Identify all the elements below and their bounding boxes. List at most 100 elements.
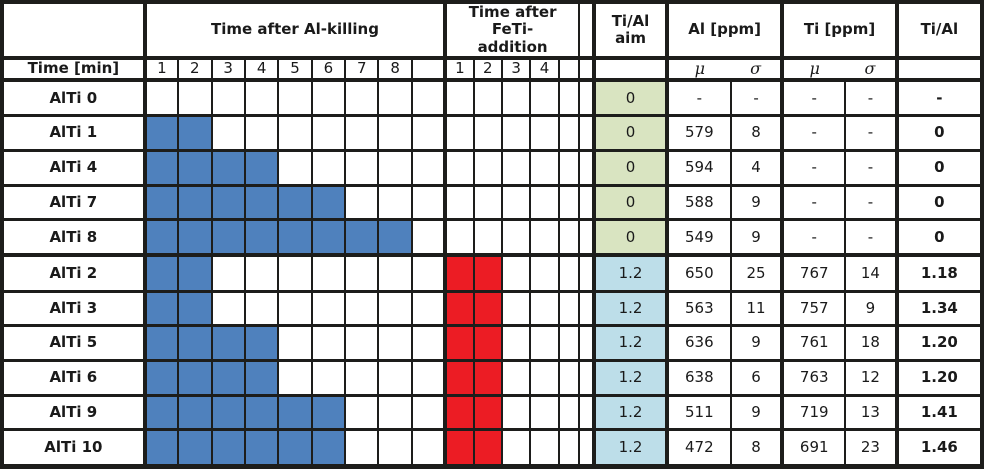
al-killing-cell-7	[344, 78, 380, 118]
spacer-cell	[577, 253, 596, 293]
ti-sigma-header: σ	[845, 56, 898, 83]
al-sigma-value: 9	[729, 183, 784, 222]
al-killing-cell-4	[243, 114, 280, 152]
al-killing-cell-4	[243, 148, 280, 187]
tial-value: 0	[894, 114, 984, 152]
spacer-cell	[410, 56, 447, 83]
ti-ppm-group-header: Ti [ppm]	[780, 0, 898, 60]
al-killing-cell-1	[142, 393, 180, 432]
spacer-cell	[577, 289, 596, 328]
al-mu-value: -	[664, 78, 732, 118]
spacer-cell	[410, 114, 447, 152]
feti-addition-cell-2	[472, 218, 503, 257]
tial-aim-value: 0	[592, 218, 668, 257]
al-killing-cell-5	[277, 393, 313, 432]
feti-addition-cell-4	[529, 78, 560, 118]
al-killing-cell-8	[377, 78, 413, 118]
al-killing-cell-4	[243, 218, 280, 257]
al-mu-value: 511	[664, 393, 732, 432]
al-ppm-group-header: Al [ppm]	[664, 0, 784, 60]
spacer-cell	[557, 358, 580, 397]
feti-addition-cell-3	[500, 218, 532, 257]
feti-addition-cell-4	[529, 148, 560, 187]
feti-addition-cell-3	[500, 148, 532, 187]
feti-addition-cell-1	[443, 148, 475, 187]
feti-addition-cell-3	[500, 358, 532, 397]
table-row: AlTi 7 0 588 9- -0	[1, 183, 984, 222]
al-mu-value: 549	[664, 218, 732, 257]
al-killing-cell-5	[277, 114, 313, 152]
feti-addition-cell-2	[472, 78, 503, 118]
feti-addition-cell-4	[529, 393, 560, 432]
al-killing-cell-7	[344, 289, 380, 328]
al-killing-cell-1	[142, 253, 180, 293]
tial-aim-value: 1.2	[592, 428, 668, 469]
al-mu-value: 579	[664, 114, 732, 152]
al-killing-cell-6	[310, 78, 347, 118]
ti-sigma-value: -	[844, 218, 898, 257]
ti-mu-value: 761	[780, 324, 847, 362]
al-killing-cell-8	[377, 253, 413, 293]
ti-sigma-value: 14	[844, 253, 898, 293]
feti-addition-cell-3	[500, 253, 532, 293]
spacer-cell	[557, 148, 580, 187]
al-killing-cell-4	[243, 78, 280, 118]
al-killing-cell-7	[344, 393, 380, 432]
feti-addition-cell-2	[472, 183, 503, 222]
tial-aim-value: 0	[592, 148, 668, 187]
al-sigma-value: 4	[729, 148, 784, 187]
feti-addition-cell-4	[529, 253, 560, 293]
al-killing-cell-6	[310, 428, 347, 469]
al-sigma-value: 11	[729, 289, 784, 328]
spacer-cell	[410, 393, 447, 432]
row-label: AlTi 4	[1, 148, 146, 187]
spacer-cell	[557, 289, 580, 328]
tial-aim-value: 1.2	[592, 393, 668, 432]
al-killing-cell-4	[243, 358, 280, 397]
tial-aim-value: 0	[592, 183, 668, 222]
tial-aim-value: 1.2	[592, 358, 668, 397]
tial-value: 0	[894, 183, 984, 222]
al-killing-cell-5	[277, 183, 313, 222]
al-sigma-value: 9	[729, 218, 784, 257]
feti-addition-cell-1	[443, 114, 475, 152]
feti-addition-cell-2	[472, 148, 503, 187]
feti-tick-1: 1	[443, 56, 475, 83]
al-sigma-value: 25	[729, 253, 784, 293]
al-killing-tick-3: 3	[210, 56, 246, 83]
al-killing-tick-5: 5	[277, 56, 313, 83]
ti-sigma-value: -	[844, 183, 898, 222]
spacer-cell	[577, 56, 596, 83]
al-killing-cell-2	[177, 428, 213, 469]
al-killing-cell-6	[310, 218, 347, 257]
feti-addition-cell-4	[529, 183, 560, 222]
spacer-cell	[557, 56, 580, 83]
row-label: AlTi 8	[1, 218, 146, 257]
al-killing-cell-8	[377, 393, 413, 432]
feti-addition-cell-1	[443, 253, 475, 293]
spacer-cell	[577, 393, 596, 432]
spacer-cell	[410, 358, 447, 397]
al-killing-cell-3	[210, 114, 246, 152]
spacer-cell	[557, 428, 580, 469]
feti-addition-cell-4	[529, 289, 560, 328]
row-label: AlTi 1	[1, 114, 146, 152]
feti-addition-cell-4	[529, 428, 560, 469]
spacer-cell	[410, 428, 447, 469]
subheader-row: Time [min] 1 2 3 4 5 6 7 8 1 2 3 4 μ σ μ σ	[1, 56, 984, 83]
spacer-cell	[557, 183, 580, 222]
al-killing-cell-6	[310, 253, 347, 293]
group-header-row: Time after Al-killing Time after FeTi- a…	[1, 0, 984, 60]
feti-addition-cell-4	[529, 218, 560, 257]
ti-mu-value: 767	[780, 253, 847, 293]
table-row: AlTi 10 1.2 472 8 691 23 1.46	[1, 428, 984, 469]
al-sigma-value: 8	[729, 428, 784, 469]
al-killing-cell-7	[344, 358, 380, 397]
tial-value: 0	[894, 148, 984, 187]
al-killing-cell-5	[277, 148, 313, 187]
spacer-cell	[410, 183, 447, 222]
al-killing-cell-5	[277, 78, 313, 118]
ti-sigma-value: -	[844, 148, 898, 187]
tial-value: 1.46	[894, 428, 984, 469]
